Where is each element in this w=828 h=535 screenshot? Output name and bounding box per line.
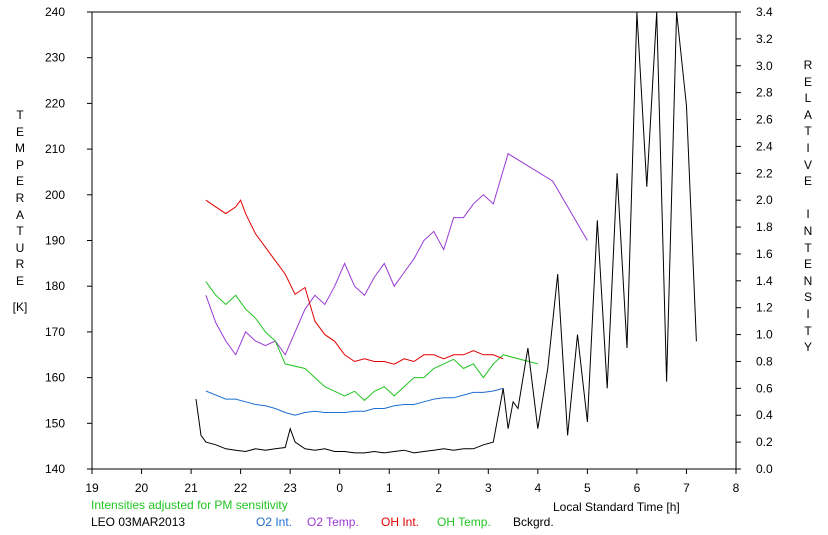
y-left-tick-label: 180: [45, 279, 65, 293]
y-left-tick-label: 140: [45, 462, 65, 476]
x-tick-label: 0: [336, 481, 343, 495]
y-right-tick-label: 0.8: [756, 354, 773, 368]
x-tick-label: 3: [485, 481, 492, 495]
x-tick-label: 22: [234, 481, 248, 495]
y-right-tick-label: 2.2: [756, 166, 773, 180]
series-line-bckgrd: [195, 11, 697, 454]
y-right-tick-label: 0.0: [756, 462, 773, 476]
legend-oh-temp: OH Temp.: [437, 515, 491, 529]
y-right-tick-label: 2.6: [756, 113, 773, 127]
y-left-tick-label: 160: [45, 371, 65, 385]
y-left-tick-label: 170: [45, 325, 65, 339]
y-right-tick-label: 1.8: [756, 220, 773, 234]
legend-oh-int: OH Int.: [381, 515, 420, 529]
y-right-tick-label: 2.4: [756, 139, 773, 153]
y-right-tick-label: 3.2: [756, 32, 773, 46]
legend-o2-temp: O2 Temp.: [307, 515, 359, 529]
y-left-tick-label: 190: [45, 234, 65, 248]
legend-bckgrd: Bckgrd.: [513, 515, 554, 529]
x-tick-label: 5: [584, 481, 591, 495]
y-left-tick-label: 210: [45, 142, 65, 156]
y-right-tick-label: 2.8: [756, 86, 773, 100]
y-left-tick-label: 150: [45, 416, 65, 430]
y-right-tick-label: 0.6: [756, 381, 773, 395]
x-tick-label: 19: [85, 481, 99, 495]
y-left-tick-label: 220: [45, 96, 65, 110]
x-tick-label: 4: [535, 481, 542, 495]
x-tick-label: 8: [733, 481, 740, 495]
y-axis-left-unit: [K]: [12, 300, 28, 314]
series-line-oh-int: [205, 199, 504, 365]
y-left-tick-label: 200: [45, 188, 65, 202]
x-tick-label: 6: [634, 481, 641, 495]
legend-o2-int: O2 Int.: [256, 515, 293, 529]
axes: [91, 11, 737, 470]
series-line-oh-temp: [205, 281, 538, 402]
x-tick-label: 7: [683, 481, 690, 495]
y-right-tick-label: 3.4: [756, 5, 773, 19]
y-right-tick-label: 1.4: [756, 274, 773, 288]
x-axis-label: Local Standard Time [h]: [553, 500, 680, 514]
y-right-tick-label: 1.6: [756, 247, 773, 261]
y-right-tick-label: 0.2: [756, 435, 773, 449]
x-tick-label: 21: [184, 481, 198, 495]
x-tick-label: 23: [283, 481, 297, 495]
plot-area: [195, 11, 697, 454]
series-line-o2-temp: [205, 152, 588, 356]
y-right-tick-label: 0.4: [756, 408, 773, 422]
x-tick-label: 1: [386, 481, 393, 495]
series-line-o2-int: [205, 387, 504, 416]
y-right-tick-label: 1.2: [756, 301, 773, 315]
y-right-tick-label: 1.0: [756, 328, 773, 342]
y-left-tick-label: 230: [45, 51, 65, 65]
x-tick-label: 20: [135, 481, 149, 495]
annotation: Intensities adjusted for PM sensitivity: [91, 498, 288, 512]
ticks: 19 20 21 22 23 0 1 2 3 4 5 6 7 8240230220210200190180…: [45, 5, 773, 495]
y-left-tick-label: 240: [45, 5, 65, 19]
x-tick-label: 2: [435, 481, 442, 495]
station-date: LEO 03MAR2013: [91, 515, 186, 529]
y-right-tick-label: 3.0: [756, 59, 773, 73]
y-right-tick-label: 2.0: [756, 193, 773, 207]
